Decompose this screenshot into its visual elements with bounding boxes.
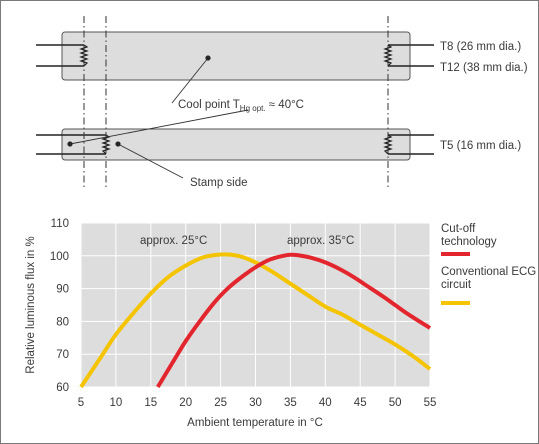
annotation-approx-35: approx. 35°C [287,235,354,247]
x-tick-labels: 5 10 15 20 25 30 35 40 45 50 55 [78,397,437,409]
x-tick-20: 20 [179,397,192,409]
label-stamp-side: Stamp side [190,177,248,189]
y-tick-70: 70 [56,349,69,361]
pins-t5 [36,134,434,155]
x-tick-30: 30 [249,397,262,409]
x-tick-25: 25 [214,397,227,409]
legend-cutoff-label: Cut-off technology [441,223,497,248]
legend-conventional-line1: Conventional ECG [441,266,536,278]
x-tick-45: 45 [354,397,367,409]
tube-t8-t12 [61,31,411,81]
x-tick-10: 10 [110,397,123,409]
annotation-approx-25: approx. 25°C [140,235,207,247]
label-t8: T8 (26 mm dia.) [440,41,521,53]
y-tick-labels: 60 70 80 90 100 110 [50,218,69,394]
legend-cutoff-line2: technology [441,236,497,248]
cool-point-value: ≈ 40°C [266,99,304,111]
x-tick-15: 15 [144,397,157,409]
label-cool-point: Cool point THg opt. ≈ 40°C [178,99,304,113]
legend-conventional-label: Conventional ECG circuit [441,266,539,291]
reference-lines [83,16,389,190]
lamp-diagram: T8 (26 mm dia.) T12 (38 mm dia.) T5 (16 … [36,16,528,190]
x-tick-5: 5 [78,397,84,409]
pins-t8-t12 [36,44,434,67]
luminous-flux-chart: 5 10 15 20 25 30 35 40 45 50 55 60 70 80 90 100 110 app… [25,218,539,429]
y-axis-label: Relative luminous flux in % [25,236,37,373]
label-t5: T5 (16 mm dia.) [440,140,521,152]
series-cutoff-technology-line [156,252,432,389]
y-tick-90: 90 [56,284,69,296]
y-tick-60: 60 [56,382,69,394]
grid [80,222,431,388]
tube-t5 [61,128,411,161]
leader-lines [67,55,249,179]
x-tick-50: 50 [389,397,402,409]
x-tick-35: 35 [284,397,297,409]
x-axis-label: Ambient temperature in °C [187,417,323,429]
y-tick-80: 80 [56,316,69,328]
y-tick-110: 110 [51,218,69,230]
cool-point-main: Cool point T [178,99,240,111]
series-lines [79,252,432,389]
series-conventional-ecg-line [79,252,432,389]
y-tick-100: 100 [50,251,69,263]
x-tick-55: 55 [424,397,437,409]
legend: Cut-off technology Conventional ECG circ… [441,223,539,305]
label-t12: T12 (38 mm dia.) [440,62,528,74]
cool-point-sub: Hg opt. [240,104,266,113]
legend-conventional-line2: circuit [441,279,472,291]
x-tick-40: 40 [319,397,332,409]
legend-cutoff-line1: Cut-off [441,223,476,235]
